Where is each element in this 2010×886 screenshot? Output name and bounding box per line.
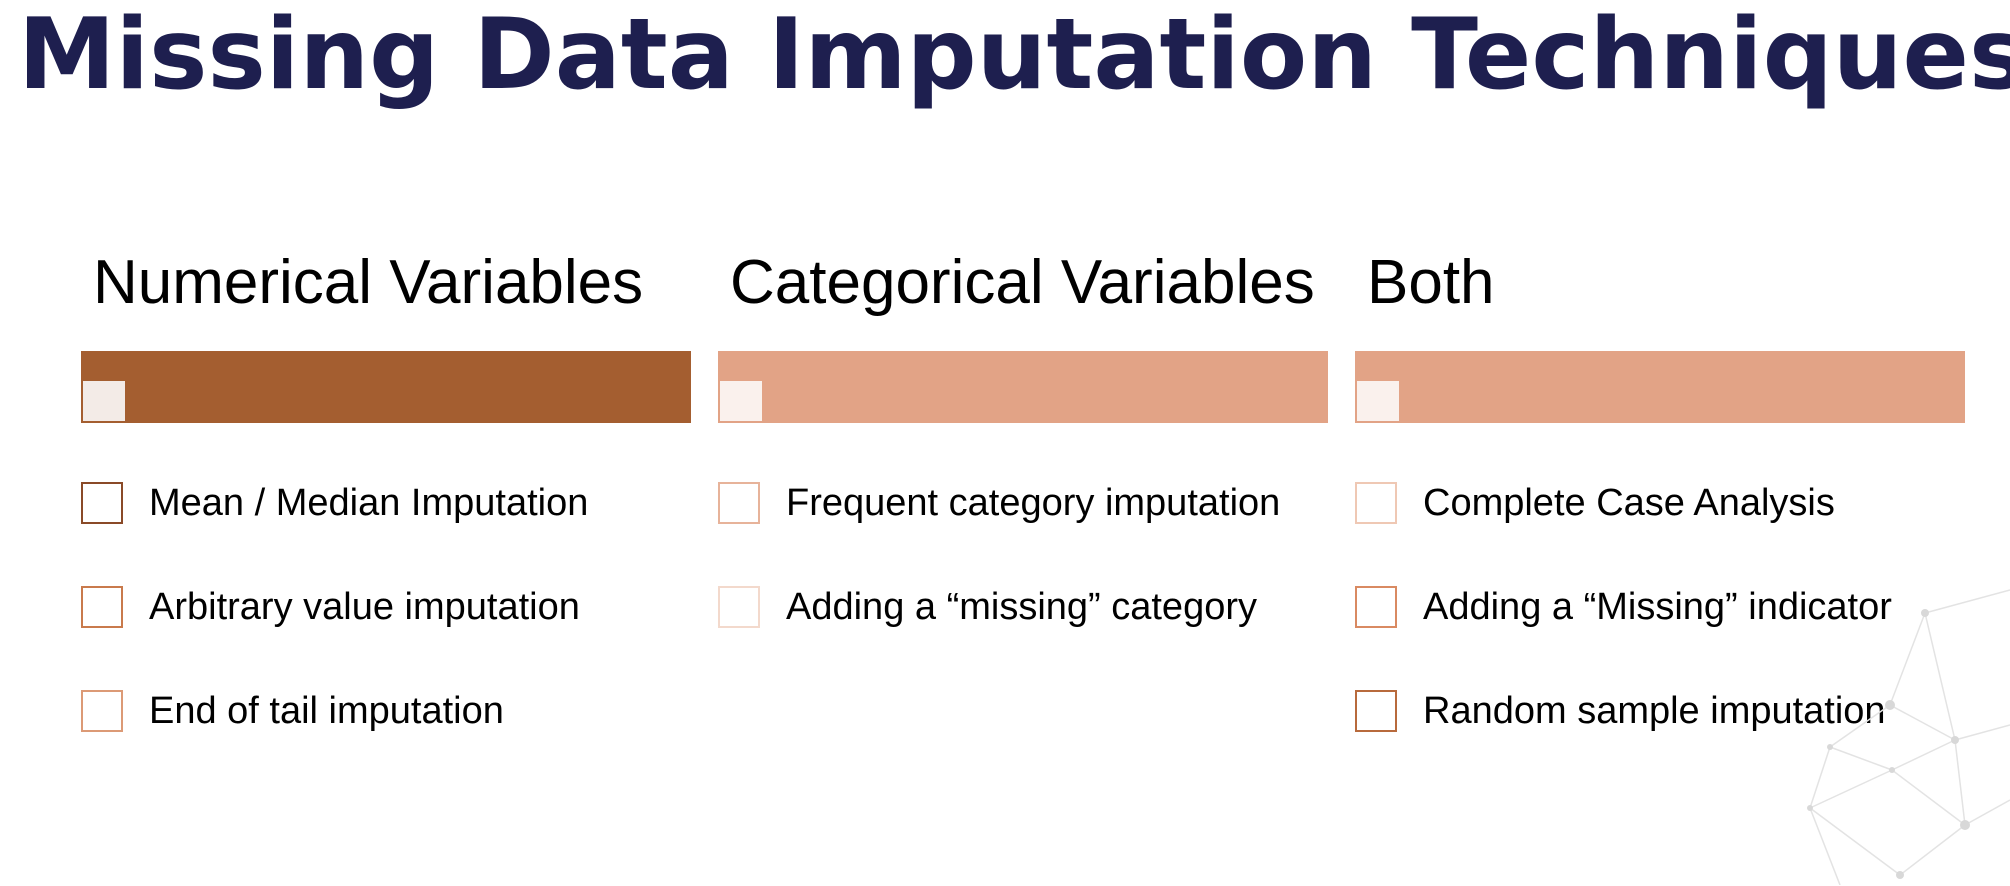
column-numerical-variables: Numerical Variables Mean / Median Imputa…	[81, 245, 691, 732]
checkbox[interactable]	[718, 482, 760, 524]
checkbox[interactable]	[718, 586, 760, 628]
column-heading: Categorical Variables	[730, 248, 1315, 317]
checkbox[interactable]	[81, 690, 123, 732]
item-label: Arbitrary value imputation	[149, 586, 580, 628]
column-heading: Both	[1367, 248, 1495, 317]
column-categorical-variables: Categorical Variables Frequent category …	[718, 245, 1328, 628]
item-label: Random sample imputation	[1423, 690, 1886, 732]
item-label: Frequent category imputation	[786, 482, 1281, 524]
checkbox[interactable]	[81, 586, 123, 628]
network-decoration-icon	[1807, 589, 2010, 885]
bar-square	[83, 381, 125, 421]
column-header-bar	[718, 351, 1328, 423]
column-header-bar	[81, 351, 691, 423]
checkbox[interactable]	[1355, 586, 1397, 628]
bar-square	[1357, 381, 1399, 421]
bar-square	[720, 381, 762, 421]
item-label: Mean / Median Imputation	[149, 482, 589, 524]
checkbox[interactable]	[1355, 482, 1397, 524]
item-label: Adding a “missing” category	[786, 586, 1257, 628]
slide-title: Missing Data Imputation Techniques	[18, 0, 2010, 112]
checkbox[interactable]	[81, 482, 123, 524]
item-label: Adding a “Missing” indicator	[1423, 586, 1892, 628]
column-header-bar	[1355, 351, 1965, 423]
item-label: End of tail imputation	[149, 690, 504, 732]
column-both: Both Complete Case Analysis Adding a “Mi…	[1355, 245, 1965, 732]
item-label: Complete Case Analysis	[1423, 482, 1835, 524]
checkbox[interactable]	[1355, 690, 1397, 732]
column-heading: Numerical Variables	[93, 248, 644, 317]
